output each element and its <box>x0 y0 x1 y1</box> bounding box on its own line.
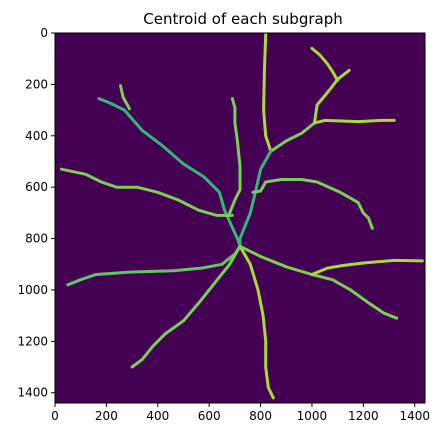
branch-6 <box>238 149 273 248</box>
y-tick-label: 400 <box>25 129 48 143</box>
branch-4 <box>313 118 396 125</box>
x-tick-label: 600 <box>198 409 221 423</box>
x-tick-label: 0 <box>51 409 59 423</box>
y-tick-label: 1000 <box>17 283 48 297</box>
x-tick-label: 200 <box>95 409 118 423</box>
plot-area <box>54 32 426 404</box>
branch-2 <box>269 121 316 153</box>
x-tick-label: 1400 <box>399 409 430 423</box>
branch-3 <box>313 68 351 125</box>
branch-5 <box>310 46 340 82</box>
y-tick-label: 800 <box>25 232 48 246</box>
branch-14 <box>238 244 275 400</box>
branch-layer <box>59 32 424 400</box>
branch-8 <box>97 97 242 248</box>
image-background <box>55 33 425 403</box>
y-tick-label: 200 <box>25 77 48 91</box>
y-tick-label: 1400 <box>17 386 48 400</box>
chart-title: Centroid of each subgraph <box>143 10 342 28</box>
y-tick-label: 0 <box>40 26 48 40</box>
branch-7 <box>251 178 374 230</box>
y-tick-label: 600 <box>25 180 48 194</box>
x-tick-label: 800 <box>249 409 272 423</box>
branch-10 <box>228 97 242 215</box>
branch-1 <box>262 32 273 153</box>
y-axis: 0 200 400 600 800 1000 1200 1400 <box>17 26 55 400</box>
x-axis: 0 200 400 600 800 1000 1200 1400 <box>51 403 430 423</box>
branch-11 <box>59 167 234 217</box>
x-tick-label: 400 <box>146 409 169 423</box>
branch-13 <box>130 244 242 369</box>
x-tick-label: 1200 <box>348 409 379 423</box>
branch-16 <box>310 258 424 276</box>
x-tick-label: 1000 <box>297 409 328 423</box>
y-tick-label: 1200 <box>17 334 48 348</box>
branch-15 <box>238 244 399 320</box>
branch-9 <box>119 84 131 111</box>
branch-12 <box>66 244 242 287</box>
axes-frame <box>54 32 426 404</box>
